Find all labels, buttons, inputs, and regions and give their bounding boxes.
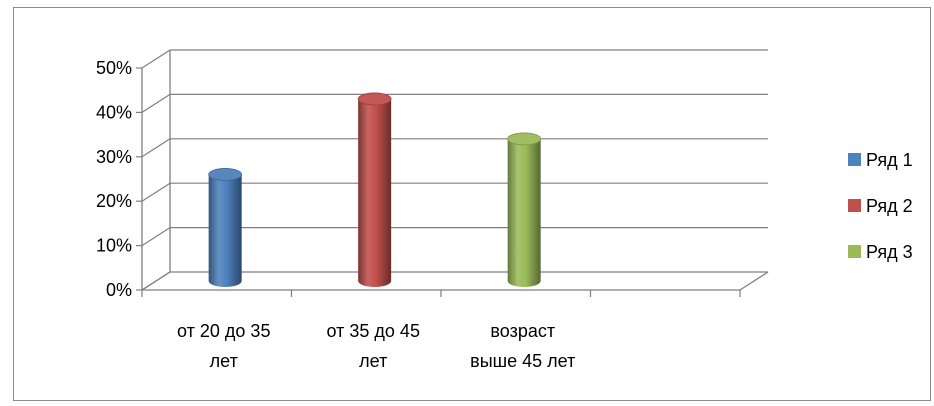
bar-ряд-1 (208, 168, 243, 287)
legend-swatch (848, 245, 861, 258)
bar-ряд-2 (357, 92, 392, 288)
legend-label: Ряд 3 (866, 242, 913, 262)
x-category-label-line: от 20 до 35 (177, 321, 270, 341)
y-tick-label: 10% (96, 236, 132, 256)
floor-right-edge (739, 271, 769, 291)
x-axis-ticks (141, 290, 741, 297)
legend-label: Ряд 1 (866, 150, 913, 170)
x-category-label: от 35 до 45 лет (327, 321, 420, 371)
bar-top (507, 132, 542, 146)
x-category-label-line: лет (210, 351, 238, 371)
x-category-label: возраст выше 45 лет (470, 321, 575, 371)
y-axis-ticks: 0% 10% 20% 30% 40% 50% (96, 58, 142, 300)
legend-swatch (848, 153, 861, 166)
legend: Ряд 1 Ряд 2 Ряд 3 (848, 150, 913, 262)
x-category-label-line: от 35 до 45 (327, 321, 420, 341)
gridline-side (141, 271, 171, 291)
bar-ряд-3 (507, 132, 542, 287)
legend-label: Ряд 2 (866, 196, 913, 216)
y-tick-label: 30% (96, 147, 132, 167)
chart-frame (13, 7, 931, 401)
x-category-label-line: выше 45 лет (470, 351, 575, 371)
bar-top (357, 92, 392, 106)
x-axis-labels: от 20 до 35 лет от 35 до 45 лет возраст выше … (177, 321, 575, 371)
gridline-side (141, 93, 171, 113)
bar-top (208, 168, 243, 181)
bar-body (507, 138, 541, 287)
y-tick-label: 0% (106, 280, 132, 300)
x-category-label-line: лет (359, 351, 387, 371)
x-category-label: от 20 до 35 лет (177, 321, 270, 371)
gridline-side (141, 227, 171, 247)
gridline-side (141, 49, 171, 69)
bar-body (358, 98, 392, 288)
bar-body (208, 174, 242, 287)
gridline-side (141, 182, 171, 202)
y-tick-label: 20% (96, 191, 132, 211)
gridline-side (141, 138, 171, 158)
series-bars (208, 92, 542, 288)
gridlines (141, 49, 768, 291)
y-tick-label: 50% (96, 58, 132, 78)
legend-swatch (848, 199, 861, 212)
y-tick-label: 40% (96, 102, 132, 122)
x-category-label-line: возраст (490, 321, 555, 341)
